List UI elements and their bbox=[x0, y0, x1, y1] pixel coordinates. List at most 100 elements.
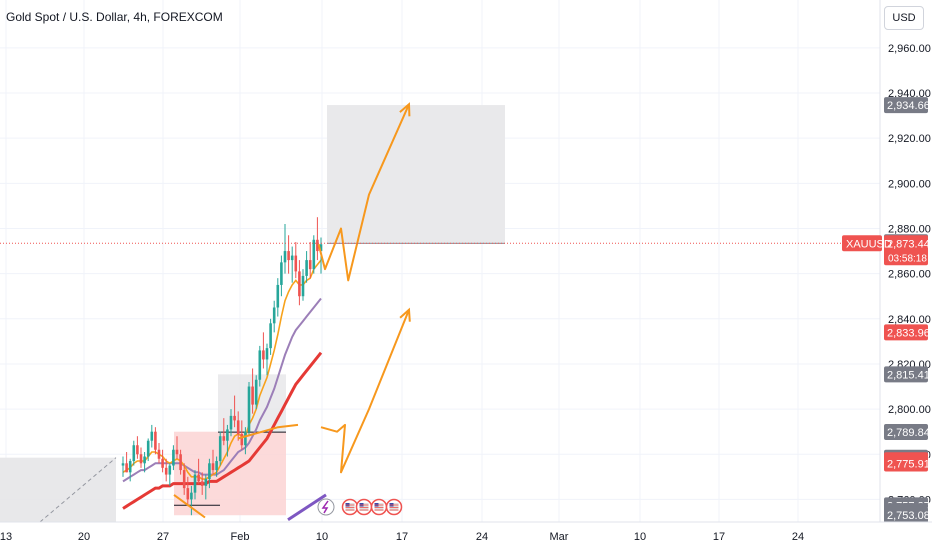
candle-body bbox=[298, 271, 301, 297]
candle-body bbox=[121, 463, 125, 466]
candle-body bbox=[164, 467, 168, 475]
chart-title: Gold Spot / U.S. Dollar, 4h, FOREXCOM bbox=[6, 10, 223, 24]
price-tick-label: 2,960.00 bbox=[888, 43, 931, 55]
us-flag-icon-field bbox=[389, 503, 399, 511]
us-flag-icon-field bbox=[345, 503, 355, 511]
ema-fast-line bbox=[122, 259, 322, 480]
candle-body bbox=[215, 461, 218, 471]
candle-body bbox=[204, 479, 208, 486]
price-tick-label: 2,900.00 bbox=[888, 178, 931, 190]
candle-body bbox=[168, 465, 172, 475]
price-tag-bg bbox=[884, 97, 928, 114]
time-axis-bg bbox=[0, 522, 932, 550]
time-tick-label: 24 bbox=[476, 531, 488, 543]
price-tag-text: 2,815.41 bbox=[887, 369, 930, 381]
time-tick-label: 27 bbox=[157, 531, 169, 543]
history-dashed-line bbox=[39, 457, 117, 523]
candle-body bbox=[233, 415, 236, 421]
candle-body bbox=[269, 323, 272, 349]
candle-body bbox=[240, 433, 244, 446]
price-tag-text: 2,753.08 bbox=[887, 510, 930, 522]
candle-body bbox=[312, 239, 316, 270]
us-flag-icon bbox=[370, 498, 388, 516]
projection-history-line bbox=[173, 494, 206, 519]
projection-arrow-low bbox=[320, 309, 410, 474]
candle-body bbox=[319, 244, 323, 252]
candle-body bbox=[175, 449, 179, 455]
us-flag-icon-field bbox=[374, 503, 384, 511]
candle-body bbox=[287, 251, 290, 261]
candle-body bbox=[128, 461, 132, 473]
price-tag-text: 2,833.96 bbox=[887, 327, 930, 339]
target-zone bbox=[327, 105, 505, 243]
symbol-tag-bg bbox=[842, 235, 882, 252]
candle-body bbox=[247, 386, 251, 432]
price-axis: 2,760.002,780.002,800.002,820.002,840.00… bbox=[842, 0, 932, 524]
candles bbox=[121, 217, 323, 516]
price-tag-text: 2,934.66 bbox=[887, 100, 930, 112]
us-flag-icon bbox=[341, 498, 359, 516]
candle-body bbox=[193, 474, 197, 493]
current-price-tag-bg bbox=[884, 235, 928, 266]
candle-body bbox=[208, 463, 211, 480]
price-tag: 2,789.84 bbox=[884, 424, 930, 441]
currency-button[interactable]: USD bbox=[884, 6, 924, 30]
countdown-timer: 03:58:18 bbox=[888, 253, 927, 264]
history-box-gray bbox=[0, 457, 116, 522]
candle-body bbox=[229, 415, 233, 430]
price-tick-label: 2,860.00 bbox=[888, 269, 931, 281]
candle-body bbox=[316, 239, 319, 252]
candle-body bbox=[305, 260, 308, 276]
time-tick-label: Mar bbox=[550, 531, 569, 543]
price-tick-label: 2,940.00 bbox=[888, 88, 931, 100]
price-tag: 2,833.96 bbox=[884, 324, 930, 341]
candle-body bbox=[211, 463, 215, 471]
candle-body bbox=[200, 481, 204, 486]
candle-body bbox=[136, 445, 139, 455]
purple-trend-line bbox=[287, 493, 327, 521]
price-tag: 2,815.41 bbox=[884, 366, 930, 383]
candle-body bbox=[262, 350, 265, 360]
symbol-tag-text: XAUUSD bbox=[846, 238, 892, 250]
candle-body bbox=[139, 454, 143, 464]
candle-body bbox=[236, 420, 240, 434]
candle-body bbox=[251, 386, 254, 405]
us-flag-icon bbox=[355, 498, 373, 516]
candle-body bbox=[280, 262, 283, 285]
candle-body bbox=[294, 255, 298, 272]
current-price-value: 2,873.44 bbox=[887, 238, 930, 250]
candle-body bbox=[190, 492, 193, 500]
candle-body bbox=[308, 260, 312, 270]
candle-body bbox=[179, 454, 182, 471]
projection-arrow-main bbox=[317, 103, 410, 282]
time-tick-label: 10 bbox=[634, 531, 646, 543]
candle-body bbox=[222, 436, 226, 441]
candle-body bbox=[226, 429, 229, 441]
candle-body bbox=[125, 463, 128, 473]
time-tick-label: 13 bbox=[0, 531, 12, 543]
candle-body bbox=[186, 488, 190, 500]
price-tag-bg bbox=[884, 324, 928, 341]
candle-body bbox=[290, 255, 294, 261]
candle-body bbox=[272, 307, 276, 324]
candle-body bbox=[218, 436, 222, 462]
time-tick-label: 20 bbox=[78, 531, 90, 543]
us-flag-icon bbox=[385, 498, 403, 516]
price-tick-label: 2,800.00 bbox=[888, 404, 931, 416]
price-tag-bg bbox=[884, 366, 928, 383]
candle-body bbox=[143, 456, 146, 464]
time-axis: 13 20 27 Feb 10 17 24 Mar 10 17 24 bbox=[0, 521, 932, 550]
price-tag: 2,775.91 bbox=[884, 455, 930, 472]
event-markers bbox=[317, 498, 403, 516]
candle-body bbox=[172, 449, 175, 466]
candle-body bbox=[283, 251, 287, 263]
price-tag-bg bbox=[884, 507, 928, 524]
candle-body bbox=[254, 379, 258, 405]
grid-lines bbox=[0, 0, 880, 522]
candle-body bbox=[197, 474, 200, 482]
price-tag-text: 2,775.91 bbox=[887, 459, 930, 471]
candle-body bbox=[157, 449, 161, 459]
price-tag-bg bbox=[884, 455, 928, 472]
ema-mid-line bbox=[122, 297, 322, 483]
